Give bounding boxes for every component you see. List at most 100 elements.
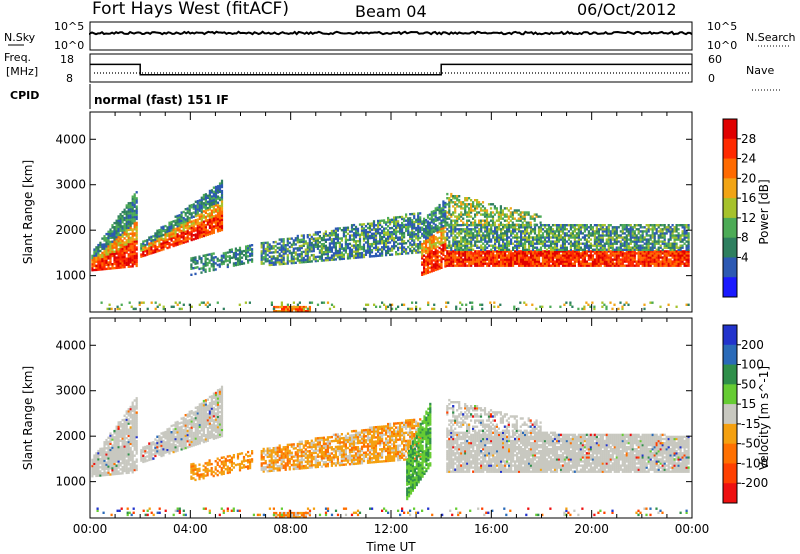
echo-cell: [314, 237, 317, 240]
echo-cell: [222, 260, 225, 263]
echo-cell: [166, 230, 169, 233]
echo-cell: [409, 237, 412, 240]
echo-cell: [115, 223, 118, 227]
echo-cell: [442, 208, 445, 211]
echo-cell: [292, 261, 295, 265]
echo-cell: [629, 228, 632, 231]
echo-cell: [599, 262, 602, 265]
echo-cell: [619, 234, 622, 237]
echo-cell: [444, 226, 447, 229]
echo-cell: [421, 226, 424, 229]
echo-cell: [430, 249, 433, 252]
echo-cell: [430, 219, 433, 222]
echo-cell: [601, 262, 604, 265]
echo-cell: [289, 305, 292, 309]
echo-cell: [611, 232, 614, 235]
echo-cell: [506, 234, 509, 237]
echo-cell: [266, 253, 269, 257]
echo-cell: [245, 247, 248, 250]
echo-cell: [425, 237, 428, 240]
echo-cell: [496, 228, 499, 231]
echo-cell: [216, 203, 220, 206]
echo-cell: [176, 239, 179, 242]
echo-cell: [432, 267, 435, 270]
echo-cell: [214, 268, 217, 271]
echo-cell: [603, 254, 606, 257]
echo-cell: [450, 234, 453, 237]
echo-cell: [123, 265, 126, 269]
echo-cell: [492, 258, 495, 261]
echo-cell: [531, 260, 535, 263]
echo-cell: [685, 264, 688, 267]
echo-cell: [593, 236, 596, 239]
echo-cell: [110, 307, 113, 311]
echo-cell: [470, 232, 473, 235]
echo-cell: [488, 252, 491, 255]
echo-cell: [613, 234, 616, 237]
echo-cell: [348, 236, 352, 239]
echo-cell: [220, 262, 223, 266]
echo-cell: [389, 241, 392, 244]
echo-cell: [436, 206, 439, 209]
echo-cell: [360, 256, 364, 259]
echo-cell: [125, 218, 128, 221]
echo-cell: [681, 254, 684, 257]
echo-cell: [601, 246, 604, 249]
echo-cell: [637, 238, 640, 241]
echo-cell: [492, 252, 495, 255]
echo-cell: [117, 260, 120, 263]
echo-cell: [478, 205, 481, 208]
echo-cell: [661, 248, 664, 251]
echo-cell: [595, 236, 598, 239]
echo-cell: [162, 307, 165, 311]
echo-cell: [123, 208, 126, 211]
echo-cell: [470, 230, 473, 233]
echo-cell: [535, 248, 539, 251]
echo-cell: [125, 257, 128, 260]
echo-cell: [448, 262, 451, 265]
echo-cell: [208, 189, 211, 193]
echo-cell: [127, 261, 130, 264]
echo-cell: [448, 226, 451, 229]
echo-cell: [306, 244, 309, 247]
echo-cell: [196, 262, 199, 265]
echo-cell: [208, 230, 211, 234]
echo-cell: [409, 225, 412, 228]
echo-cell: [190, 265, 193, 268]
echo-cell: [226, 259, 229, 262]
echo-cell: [667, 246, 670, 249]
echo-cell: [194, 237, 197, 240]
echo-cell: [202, 228, 205, 232]
echo-cell: [649, 252, 652, 255]
echo-cell: [508, 260, 511, 263]
echo-cell: [413, 249, 416, 252]
echo-cell: [635, 224, 638, 227]
echo-cell: [411, 249, 414, 253]
echo-cell: [555, 238, 559, 241]
echo-cell: [206, 229, 209, 232]
echo-cell: [483, 213, 487, 216]
echo-cell: [232, 256, 235, 259]
echo-cell: [111, 265, 114, 268]
echo-cell: [521, 211, 524, 214]
echo-cell: [436, 218, 439, 222]
echo-cell: [452, 201, 455, 204]
echo-cell: [492, 260, 495, 263]
echo-cell: [541, 232, 545, 235]
echo-cell: [448, 252, 451, 255]
echo-cell: [495, 209, 498, 212]
echo-cell: [212, 219, 215, 222]
echo-cell: [288, 251, 291, 255]
echo-cell: [428, 213, 431, 216]
echo-cell: [490, 262, 493, 265]
echo-cell: [332, 233, 335, 237]
echo-cell: [506, 264, 509, 267]
echo-cell: [121, 255, 124, 259]
echo-cell: [448, 240, 451, 243]
echo-cell: [472, 258, 475, 261]
echo-cell: [190, 267, 193, 270]
echo-cell: [579, 254, 582, 257]
echo-cell: [200, 217, 203, 220]
echo-cell: [491, 211, 495, 214]
